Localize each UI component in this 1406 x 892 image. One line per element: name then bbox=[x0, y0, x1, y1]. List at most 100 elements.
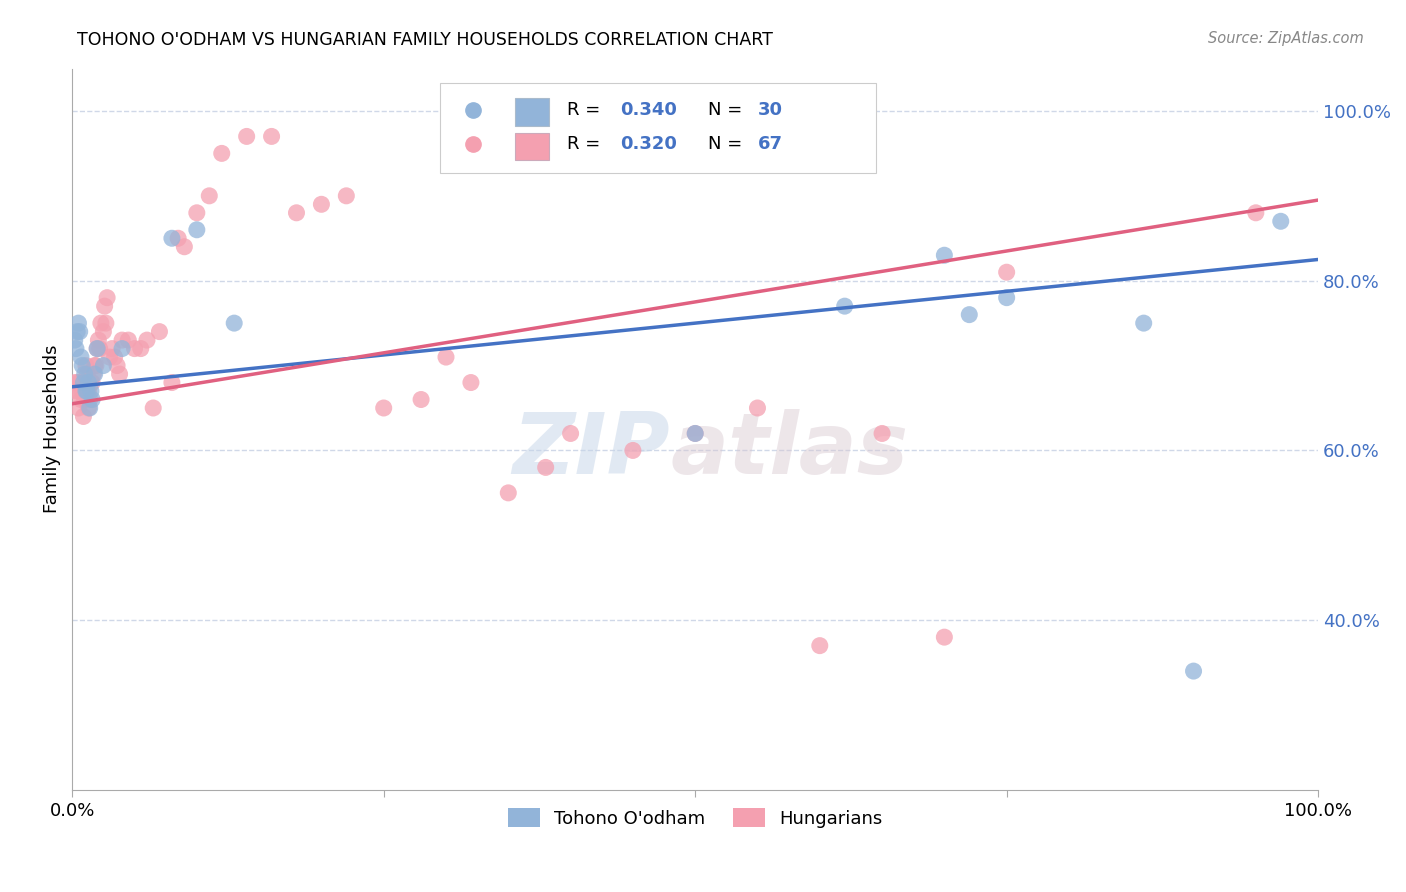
Point bbox=[77, 376, 100, 390]
Point bbox=[86, 342, 108, 356]
Point bbox=[621, 443, 644, 458]
Point bbox=[104, 350, 127, 364]
Point bbox=[73, 392, 96, 407]
Point bbox=[108, 367, 131, 381]
Point bbox=[105, 359, 128, 373]
Point bbox=[94, 316, 117, 330]
Text: 0.340: 0.340 bbox=[620, 101, 678, 119]
Point bbox=[66, 376, 89, 390]
Point bbox=[808, 639, 831, 653]
Point bbox=[160, 376, 183, 390]
Point bbox=[98, 350, 121, 364]
Point bbox=[834, 299, 856, 313]
Point bbox=[870, 426, 893, 441]
Point bbox=[1182, 664, 1205, 678]
Point bbox=[93, 299, 115, 313]
Point bbox=[101, 342, 124, 356]
Point bbox=[75, 376, 97, 390]
Point bbox=[995, 265, 1018, 279]
Point bbox=[148, 325, 170, 339]
Point bbox=[560, 426, 582, 441]
Point bbox=[70, 384, 93, 398]
Text: N =: N = bbox=[707, 101, 748, 119]
Point bbox=[73, 367, 96, 381]
Point bbox=[63, 376, 86, 390]
Point bbox=[93, 325, 115, 339]
Point bbox=[285, 206, 308, 220]
Point bbox=[70, 392, 93, 407]
Point bbox=[83, 359, 105, 373]
Bar bbox=[515, 133, 550, 161]
Text: 0.320: 0.320 bbox=[620, 136, 678, 153]
Point bbox=[1270, 214, 1292, 228]
Point bbox=[995, 291, 1018, 305]
Point bbox=[260, 129, 283, 144]
Point bbox=[129, 342, 152, 356]
Text: atlas: atlas bbox=[671, 409, 908, 492]
Point bbox=[77, 401, 100, 415]
Point bbox=[86, 342, 108, 356]
Point bbox=[460, 376, 482, 390]
Point bbox=[77, 384, 100, 398]
Point bbox=[69, 325, 91, 339]
Point bbox=[63, 333, 86, 347]
Point bbox=[76, 384, 98, 398]
Point bbox=[90, 316, 112, 330]
Point bbox=[198, 189, 221, 203]
Text: 30: 30 bbox=[758, 101, 783, 119]
Point bbox=[409, 392, 432, 407]
Point bbox=[235, 129, 257, 144]
Point bbox=[87, 333, 110, 347]
Point bbox=[167, 231, 190, 245]
Point bbox=[373, 401, 395, 415]
Point bbox=[89, 342, 111, 356]
Point bbox=[65, 384, 87, 398]
Point bbox=[434, 350, 457, 364]
Point bbox=[117, 333, 139, 347]
Point bbox=[67, 401, 90, 415]
Point bbox=[111, 342, 134, 356]
Point bbox=[186, 206, 208, 220]
Point bbox=[142, 401, 165, 415]
Point bbox=[534, 460, 557, 475]
Point bbox=[66, 325, 89, 339]
Point bbox=[65, 342, 87, 356]
Point bbox=[136, 333, 159, 347]
Point bbox=[211, 146, 233, 161]
Text: TOHONO O'ODHAM VS HUNGARIAN FAMILY HOUSEHOLDS CORRELATION CHART: TOHONO O'ODHAM VS HUNGARIAN FAMILY HOUSE… bbox=[77, 31, 773, 49]
Point bbox=[83, 367, 105, 381]
Point bbox=[96, 291, 118, 305]
Point bbox=[84, 359, 107, 373]
Text: N =: N = bbox=[707, 136, 748, 153]
Point bbox=[67, 316, 90, 330]
Point bbox=[934, 248, 956, 262]
Point bbox=[186, 223, 208, 237]
Point bbox=[69, 376, 91, 390]
Point bbox=[1244, 206, 1267, 220]
Point bbox=[160, 231, 183, 245]
Text: Source: ZipAtlas.com: Source: ZipAtlas.com bbox=[1208, 31, 1364, 46]
Text: R =: R = bbox=[567, 101, 606, 119]
Point bbox=[498, 486, 520, 500]
Y-axis label: Family Households: Family Households bbox=[44, 345, 60, 514]
Point bbox=[80, 384, 103, 398]
Text: R =: R = bbox=[567, 136, 606, 153]
Point bbox=[80, 376, 103, 390]
Point bbox=[683, 426, 706, 441]
Point bbox=[1132, 316, 1154, 330]
Point bbox=[173, 240, 195, 254]
Point bbox=[70, 350, 93, 364]
Point bbox=[93, 359, 115, 373]
Bar bbox=[515, 98, 550, 126]
Text: ZIP: ZIP bbox=[513, 409, 671, 492]
Text: 67: 67 bbox=[758, 136, 783, 153]
Point bbox=[934, 630, 956, 644]
Point bbox=[79, 401, 101, 415]
Point bbox=[72, 409, 94, 424]
Point bbox=[82, 376, 104, 390]
Point bbox=[957, 308, 980, 322]
Point bbox=[124, 342, 146, 356]
Point bbox=[70, 359, 93, 373]
Point bbox=[79, 392, 101, 407]
Point bbox=[75, 359, 97, 373]
